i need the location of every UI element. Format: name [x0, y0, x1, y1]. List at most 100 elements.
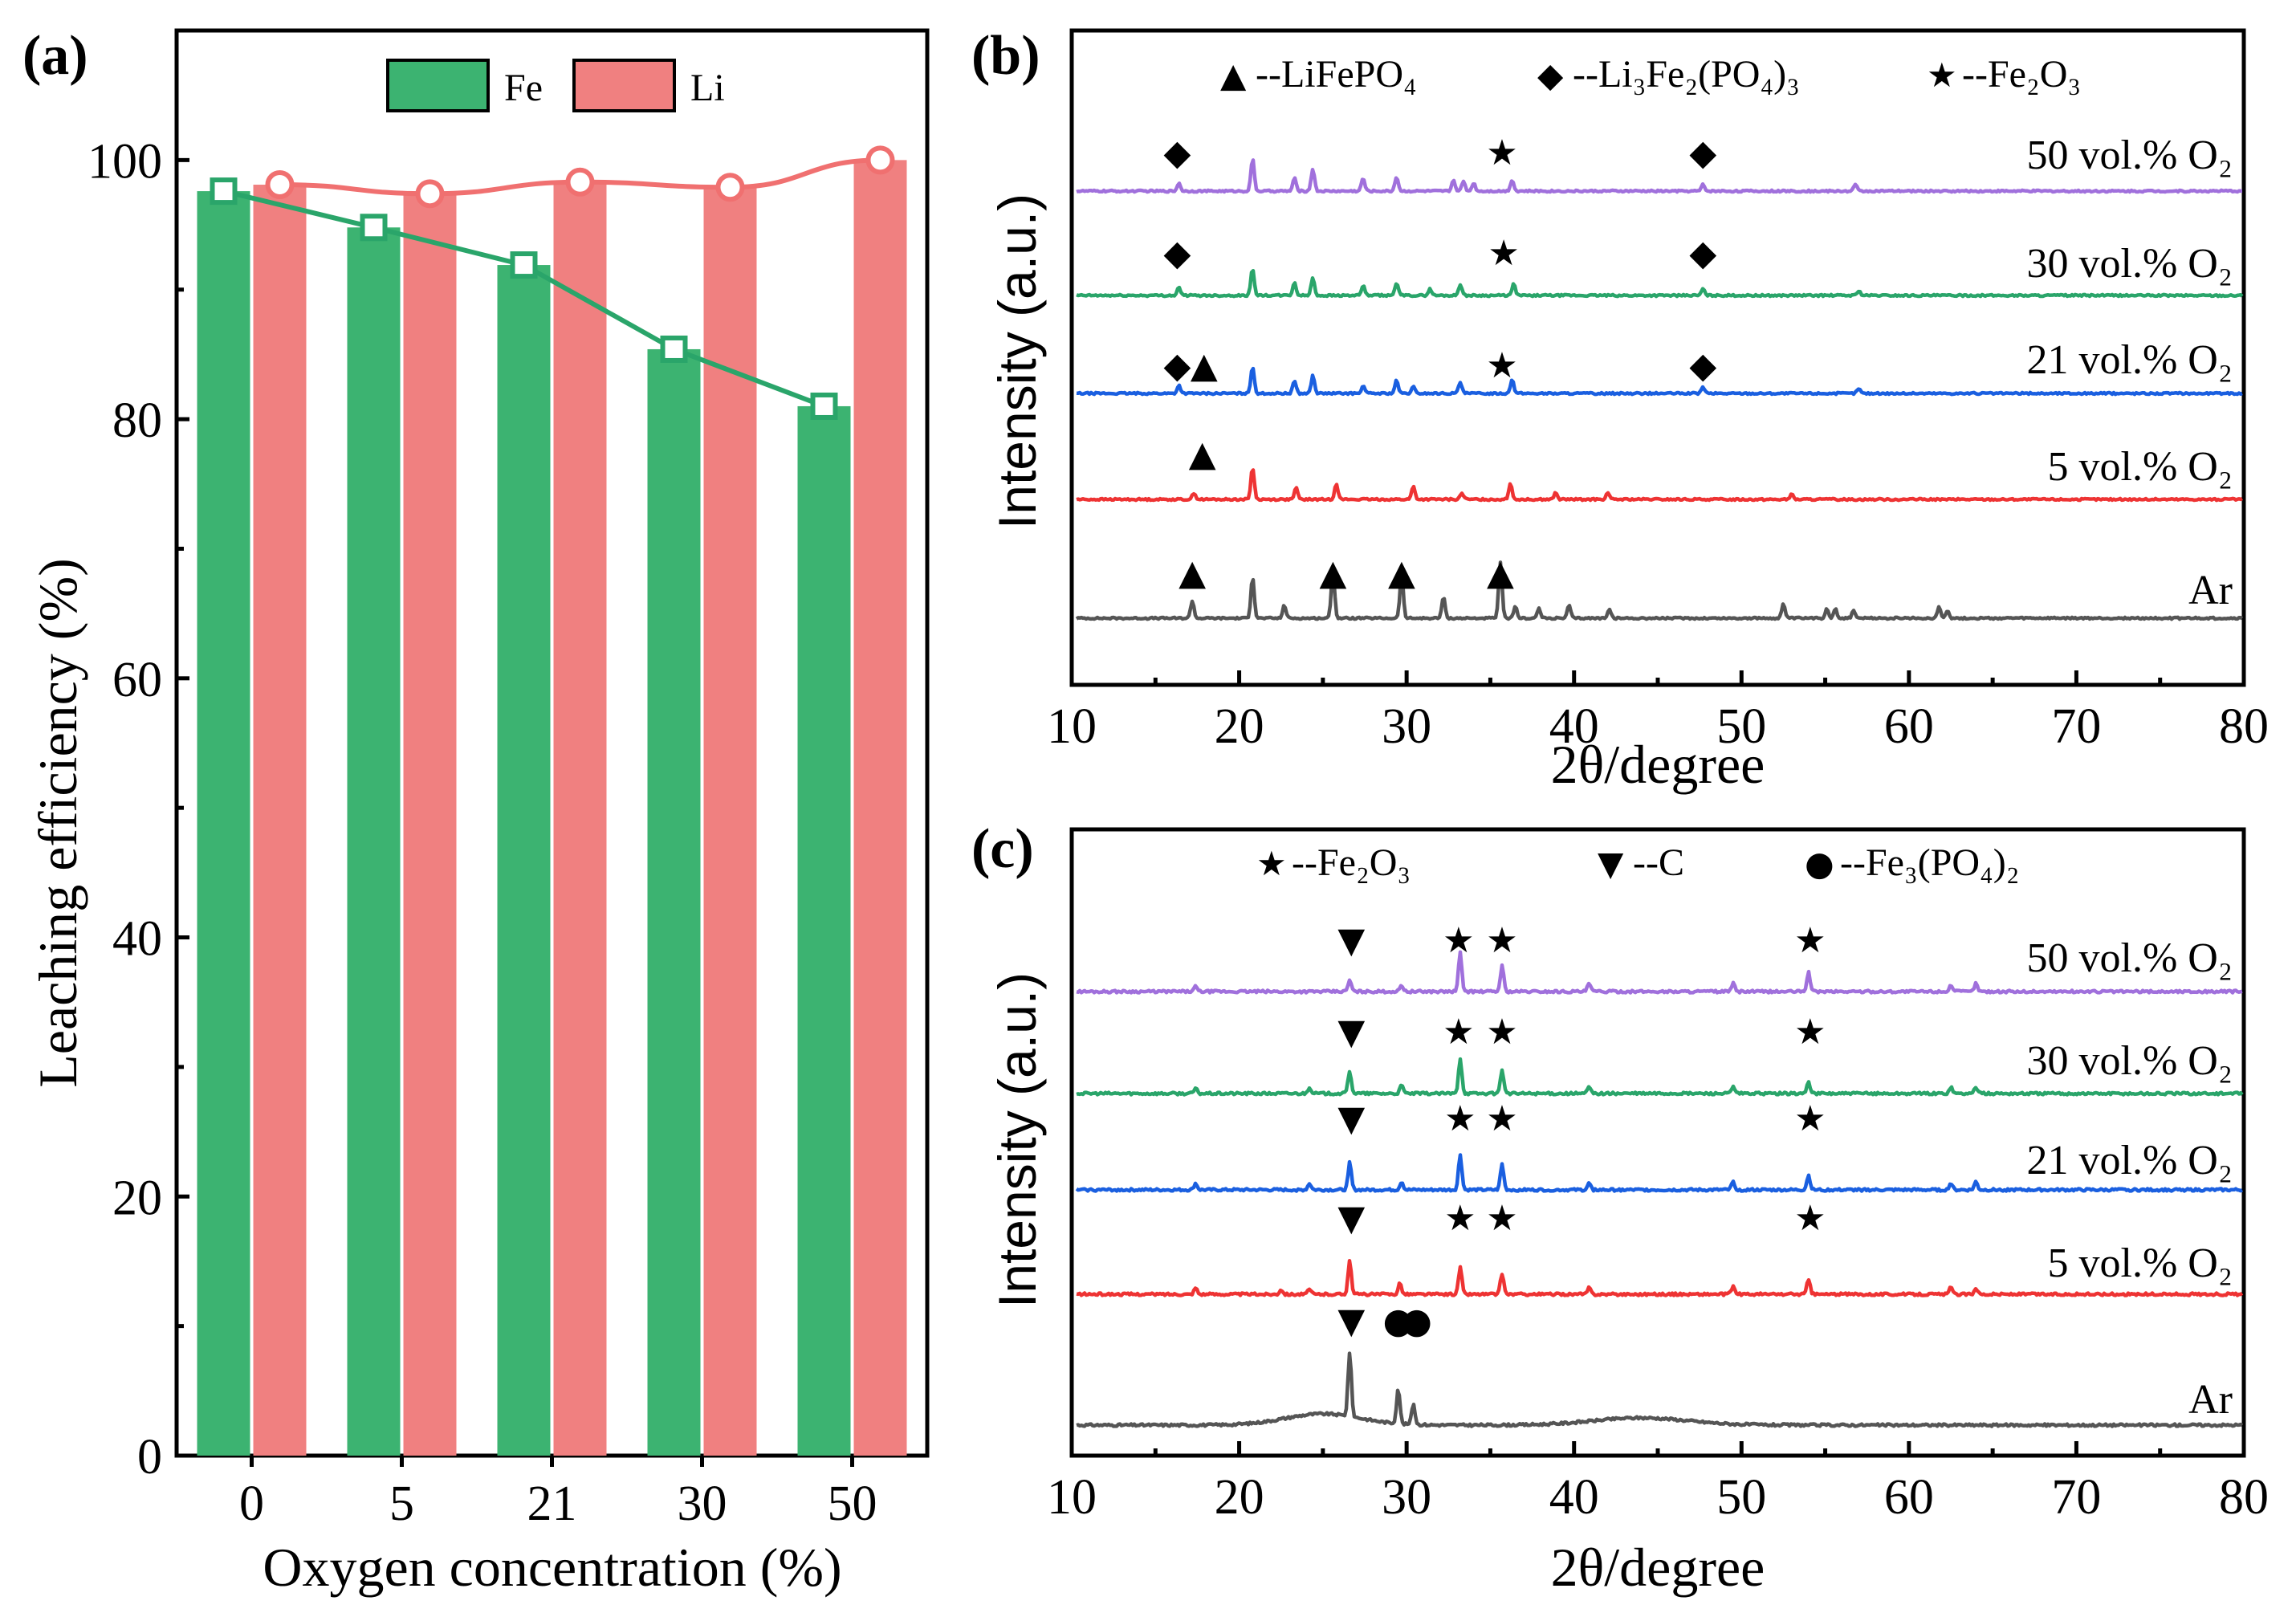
y-tick-label-100: 100 [88, 134, 162, 189]
curve-label: Ar [2188, 1377, 2233, 1423]
x-tick-label-10: 10 [1047, 1470, 1097, 1525]
y-tick-label-40: 40 [112, 912, 162, 967]
x-tick-label-80: 80 [2219, 699, 2269, 754]
curve-label: 50 vol.% O₂ [2027, 132, 2233, 178]
xrd-curve-50-vol-o- [1076, 158, 2243, 194]
phase-marker: ▲ [1191, 345, 1218, 386]
x-tick-label-10: 10 [1047, 699, 1097, 754]
y-tick-label-20: 20 [112, 1171, 162, 1225]
phase-marker: ▼ [1337, 920, 1365, 961]
marker-li-21 [565, 167, 595, 197]
x-tick-label-40: 40 [1549, 699, 1599, 754]
phase-marker: ★ [1444, 1098, 1476, 1139]
x-tick-label-30: 30 [1382, 1470, 1431, 1525]
x-tick-label-70: 70 [2051, 1470, 2101, 1525]
x-tick-label-20: 20 [1215, 699, 1264, 754]
phase-marker: ● [1401, 1301, 1431, 1342]
legend-marker: ● [1805, 844, 1834, 883]
x-tick-label-40: 40 [1549, 1470, 1599, 1525]
bar-li-30 [703, 187, 757, 1456]
curve-label: 30 vol.% O₂ [2027, 241, 2233, 287]
bar-fe-0 [197, 191, 250, 1456]
x-tick-label-50: 50 [1716, 699, 1766, 754]
marker-li-50 [865, 145, 895, 175]
phase-marker: ◆ [1689, 132, 1716, 173]
phase-marker: ★ [1794, 1198, 1826, 1239]
phase-marker: ★ [1443, 920, 1474, 961]
x-tick-label-30: 30 [678, 1476, 727, 1531]
legend-li-label: Li [690, 67, 725, 109]
x-tick-label-21: 21 [527, 1476, 577, 1531]
legend-label: --Li₃Fe₂(PO₄)₃ [1573, 53, 1800, 96]
legend-marker: ◆ [1537, 55, 1564, 95]
curve-label: 5 vol.% O₂ [2048, 1240, 2233, 1286]
legend-label: --C [1633, 841, 1684, 884]
y-tick-label-0: 0 [137, 1430, 162, 1485]
bar-fe-50 [797, 405, 851, 1456]
phase-marker: ★ [1486, 920, 1517, 961]
panel-b-x-axis-label: 2θ/degree [1551, 734, 1765, 795]
bar-li-50 [853, 160, 907, 1456]
panel-a-x-axis-label: Oxygen concentration (%) [263, 1537, 841, 1598]
legend-fe-label: Fe [504, 67, 543, 109]
phase-marker: ▼ [1337, 1198, 1365, 1239]
panel-c-label: (c) [971, 818, 1034, 880]
phase-marker: ★ [1794, 1012, 1826, 1053]
xrd-curve-5-vol-o- [1076, 1258, 2244, 1297]
xrd-curve-30-vol-o- [1076, 1057, 2244, 1097]
phase-marker: ★ [1486, 132, 1517, 173]
xrd-curve-5-vol-o- [1076, 468, 2243, 503]
bar-li-0 [253, 185, 307, 1456]
x-tick-label-5: 5 [389, 1476, 414, 1531]
legend-marker: ★ [1256, 844, 1287, 883]
panel-b-xrd-chart: (b) Ar▲ ▲ ▲ ▲5 vol.% O₂▲21 vol.% O₂◆ ▲ ★ ◆30 v… [971, 25, 2269, 795]
curve-label: 30 vol.% O₂ [2027, 1038, 2233, 1084]
legend-marker: ▼ [1598, 844, 1624, 883]
phase-marker: ● [1383, 1301, 1414, 1342]
phase-marker: ★ [1486, 1098, 1517, 1139]
phase-marker: ▲ [1487, 552, 1514, 593]
phase-marker: ▲ [1179, 552, 1206, 593]
bar-li-5 [403, 193, 457, 1456]
bar-li-21 [553, 181, 607, 1456]
curve-label: 21 vol.% O₂ [2027, 337, 2233, 383]
x-tick-label-70: 70 [2051, 699, 2101, 754]
bar-fe-21 [497, 265, 551, 1456]
marker-fe-21 [510, 251, 538, 279]
x-tick-label-50: 50 [828, 1476, 877, 1531]
xrd-curve-50-vol-o- [1076, 950, 2243, 995]
x-tick-label-50: 50 [1716, 1470, 1766, 1525]
marker-li-30 [715, 173, 745, 202]
panel-a-bar-chart: (a) 0 20 40 60 80 100 0 5 21 30 50 Leaching effic… [22, 25, 930, 1598]
legend-marker: ★ [1927, 55, 1957, 95]
marker-li-0 [265, 170, 295, 200]
xrd-curve-21-vol-o- [1075, 1153, 2244, 1193]
marker-fe-0 [210, 177, 238, 206]
curve-label: 5 vol.% O₂ [2048, 444, 2233, 490]
panel-a-y-axis-label: Leaching efficiency (%) [27, 558, 88, 1087]
phase-marker: ★ [1486, 345, 1517, 386]
phase-marker: ◆ [1689, 233, 1716, 274]
marker-fe-50 [810, 392, 838, 420]
xrd-curve-30-vol-o- [1076, 268, 2244, 299]
legend-label: --Fe₂O₃ [1962, 53, 2081, 96]
phase-marker: ★ [1444, 1198, 1476, 1239]
panel-c-y-axis-label: Intensity (a.u.) [987, 972, 1047, 1308]
phase-marker: ▲ [1388, 552, 1415, 593]
legend-li-swatch [572, 59, 676, 112]
phase-marker: ◆ [1163, 233, 1191, 274]
bar-fe-5 [347, 227, 401, 1456]
panel-a-label: (a) [22, 25, 88, 87]
x-tick-label-60: 60 [1884, 1470, 1934, 1525]
x-tick-label-20: 20 [1215, 1470, 1264, 1525]
xrd-curve-ar [1076, 1351, 2244, 1428]
phase-marker: ★ [1443, 1012, 1474, 1053]
phase-marker: ▼ [1337, 1012, 1365, 1053]
legend-label: --LiFePO₄ [1256, 53, 1417, 96]
x-tick-label-80: 80 [2219, 1470, 2269, 1525]
phase-marker: ★ [1488, 233, 1519, 274]
y-tick-label-80: 80 [112, 393, 162, 448]
curve-label: Ar [2188, 568, 2233, 613]
phase-marker: ◆ [1163, 132, 1191, 173]
